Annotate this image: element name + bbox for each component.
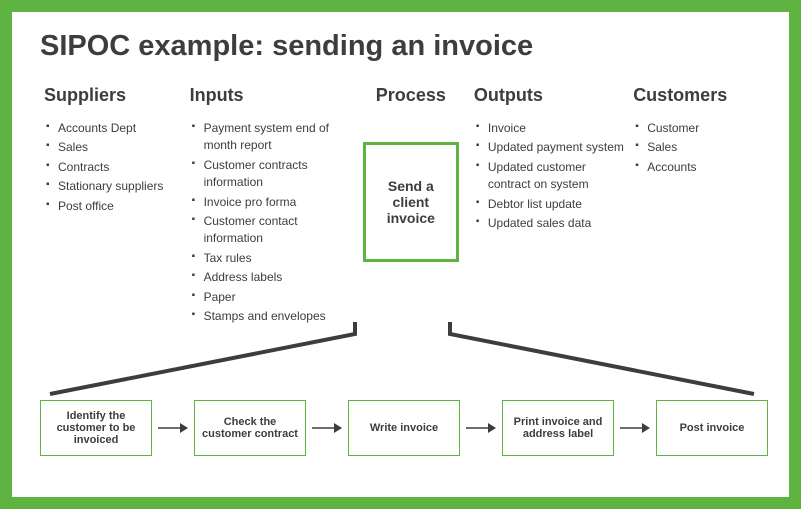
customers-column: Customers Customer Sales Accounts [629, 85, 761, 178]
flow-step-5: Post invoice [656, 400, 768, 456]
list-item: Updated payment system [476, 139, 625, 156]
list-item: Updated sales data [476, 215, 625, 232]
flow-step-1: Identify the customer to be invoiced [40, 400, 152, 456]
outputs-header: Outputs [474, 85, 625, 106]
list-item: Updated customer contract on system [476, 159, 625, 194]
process-flow-row: Identify the customer to be invoiced Che… [40, 400, 768, 456]
list-item: Accounts [635, 159, 757, 176]
list-item: Invoice pro forma [192, 194, 348, 211]
arrow-icon [620, 421, 650, 435]
diagram-title: SIPOC example: sending an invoice [40, 30, 761, 63]
list-item: Customer contracts information [192, 157, 348, 192]
list-item: Address labels [192, 269, 348, 286]
customers-list: Customer Sales Accounts [633, 120, 757, 176]
list-item: Debtor list update [476, 196, 625, 213]
arrow-icon [466, 421, 496, 435]
list-item: Stationary suppliers [46, 178, 182, 195]
arrow-icon [158, 421, 188, 435]
suppliers-list: Accounts Dept Sales Contracts Stationary… [44, 120, 182, 215]
list-item: Contracts [46, 159, 182, 176]
flow-step-3: Write invoice [348, 400, 460, 456]
sipoc-columns: Suppliers Accounts Dept Sales Contracts … [40, 85, 761, 327]
list-item: Payment system end of month report [192, 120, 348, 155]
connector-lines [40, 322, 764, 402]
suppliers-column: Suppliers Accounts Dept Sales Contracts … [40, 85, 186, 217]
list-item: Customer [635, 120, 757, 137]
process-box: Send a client invoice [363, 142, 459, 262]
arrow-icon [312, 421, 342, 435]
list-item: Sales [46, 139, 182, 156]
outputs-list: Invoice Updated payment system Updated c… [474, 120, 625, 232]
suppliers-header: Suppliers [44, 85, 182, 106]
inputs-column: Inputs Payment system end of month repor… [186, 85, 352, 327]
outputs-column: Outputs Invoice Updated payment system U… [470, 85, 629, 234]
flow-step-4: Print invoice and address label [502, 400, 614, 456]
list-item: Paper [192, 289, 348, 306]
inputs-list: Payment system end of month report Custo… [190, 120, 348, 325]
flow-step-2: Check the customer contract [194, 400, 306, 456]
list-item: Accounts Dept [46, 120, 182, 137]
inputs-header: Inputs [190, 85, 348, 106]
process-header: Process [376, 85, 446, 106]
list-item: Tax rules [192, 250, 348, 267]
sipoc-diagram-frame: SIPOC example: sending an invoice Suppli… [0, 0, 801, 509]
list-item: Customer contact information [192, 213, 348, 248]
list-item: Post office [46, 198, 182, 215]
list-item: Sales [635, 139, 757, 156]
list-item: Stamps and envelopes [192, 308, 348, 325]
customers-header: Customers [633, 85, 757, 106]
list-item: Invoice [476, 120, 625, 137]
process-column: Process Send a client invoice [352, 85, 470, 262]
